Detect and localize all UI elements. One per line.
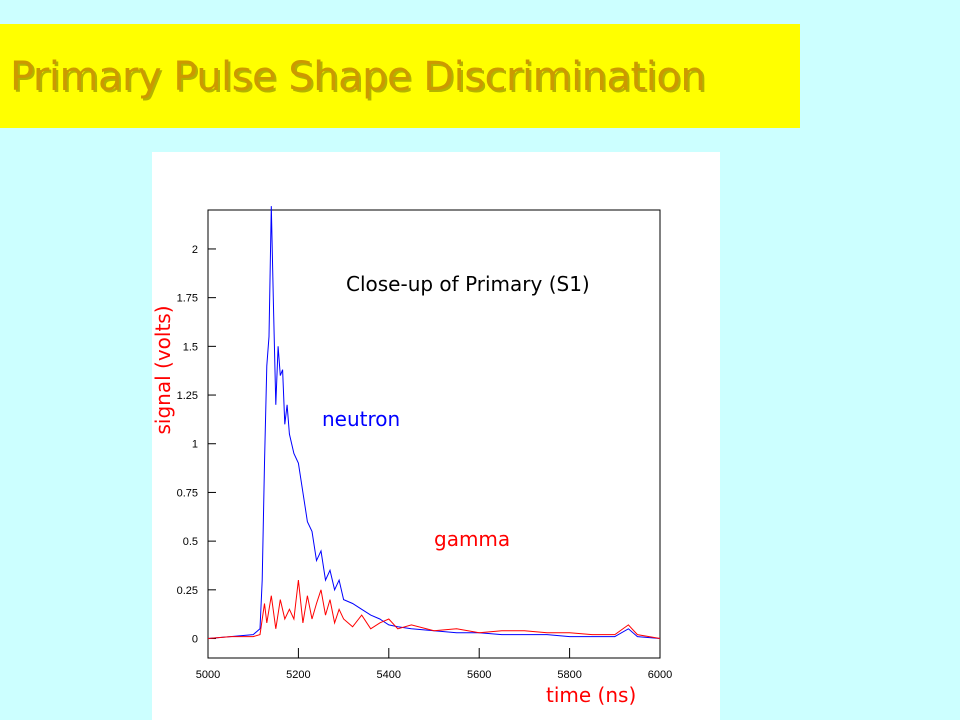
series-layer <box>207 206 661 639</box>
y-axis-title: signal (volts) <box>152 305 175 434</box>
signal-chart: 0 0.25 0.5 0.75 1 1.25 1.5 1.75 2 5000 5200 5400 56… <box>152 206 672 707</box>
title-banner <box>0 24 800 128</box>
plot-frame <box>207 209 661 659</box>
y-tick-label: 1.25 <box>177 390 198 402</box>
y-tick-label: 1.5 <box>183 341 198 353</box>
x-tick-label: 5000 <box>196 669 220 681</box>
x-tick-label: 5800 <box>557 669 581 681</box>
y-tick-label: 0 <box>192 634 198 646</box>
y-tick-label: 0.5 <box>183 536 198 548</box>
series-line-neutron <box>207 206 661 639</box>
y-tick-label: 0.25 <box>177 585 198 597</box>
y-tick-label: 2 <box>192 244 198 256</box>
x-axis: 5000 5200 5400 5600 5800 6000 <box>196 648 672 681</box>
x-tick-label: 6000 <box>648 669 672 681</box>
y-tick-label: 0.75 <box>177 487 198 499</box>
x-tick-label: 5600 <box>467 669 491 681</box>
chart-title: Close-up of Primary (S1) <box>346 272 590 296</box>
y-tick-label: 1.75 <box>177 293 198 305</box>
x-tick-label: 5400 <box>377 669 401 681</box>
neutron-label: neutron <box>322 407 400 431</box>
gamma-label: gamma <box>434 527 510 551</box>
x-tick-label: 5200 <box>286 669 310 681</box>
slide-title: Primary Pulse Shape Discrimination <box>10 54 706 100</box>
x-axis-title: time (ns) <box>546 683 636 707</box>
y-tick-label: 1 <box>192 439 198 451</box>
series-line-gamma <box>207 580 661 639</box>
plot-panel: 0 0.25 0.5 0.75 1 1.25 1.5 1.75 2 5000 5200 5400 56… <box>152 152 720 720</box>
y-axis: 0 0.25 0.5 0.75 1 1.25 1.5 1.75 2 <box>177 244 216 646</box>
